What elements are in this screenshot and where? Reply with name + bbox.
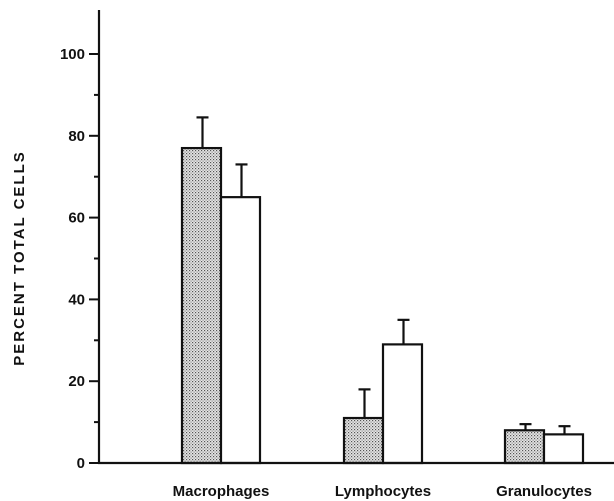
y-tick-label: 100 (60, 46, 85, 63)
bar-granulocytes-series-1 (503, 429, 546, 465)
y-axis-label: PERCENT TOTAL CELLS (11, 150, 28, 366)
bar-macrophages-series-2 (219, 196, 262, 465)
category-label: Lymphocytes (335, 483, 431, 500)
y-tick-label: 80 (68, 128, 85, 145)
bar-granulocytes-series-2 (542, 433, 585, 465)
bar-macrophages-series-1 (180, 146, 223, 465)
y-tick-label: 20 (68, 373, 85, 390)
y-tick-label: 60 (68, 210, 85, 227)
category-label: Macrophages (173, 483, 270, 500)
bar-lymphocytes-series-1 (342, 416, 385, 465)
category-label: Granulocytes (496, 483, 592, 500)
y-tick-label: 0 (77, 455, 85, 472)
y-tick-label: 40 (68, 291, 85, 308)
bar-lymphocytes-series-2 (381, 343, 424, 465)
